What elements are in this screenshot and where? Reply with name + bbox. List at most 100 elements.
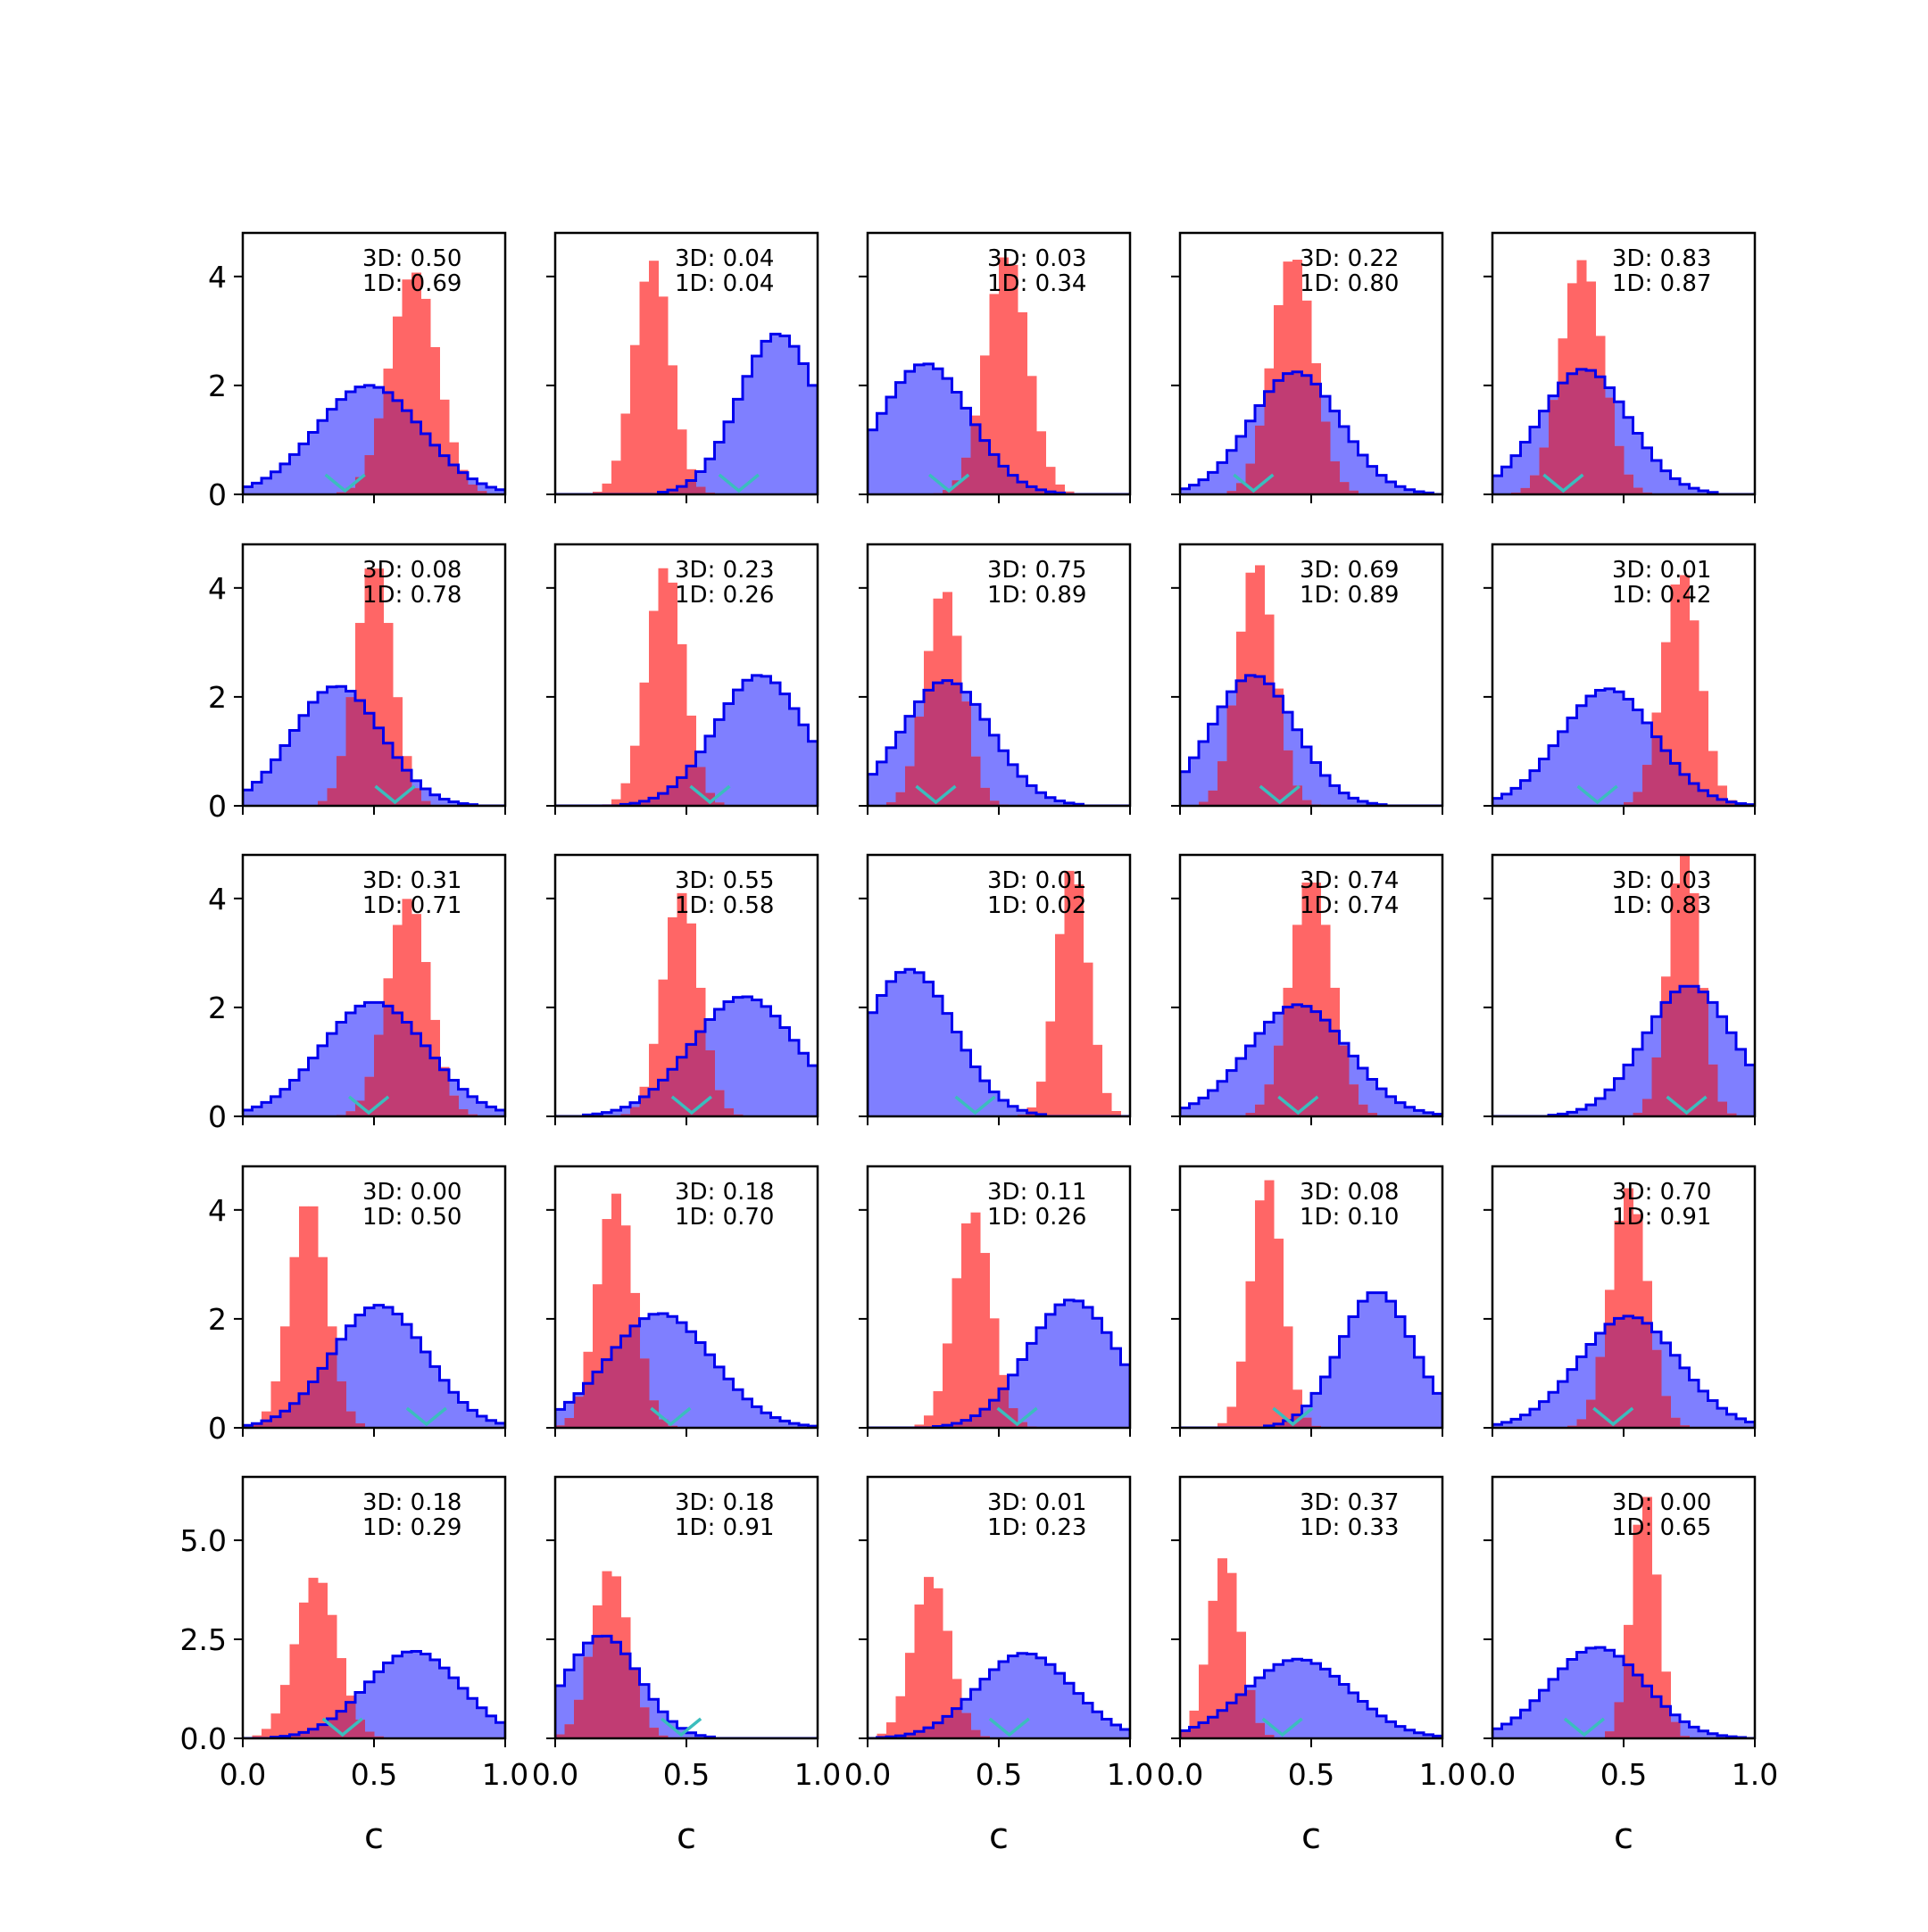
overlap-bar [1283, 1420, 1293, 1428]
x-axis-label: c [989, 1816, 1009, 1857]
wide-bar [877, 413, 887, 494]
overlap-bar [280, 1411, 290, 1428]
wide-bar [1699, 491, 1708, 494]
overlap-bar [611, 1347, 621, 1428]
wide-bar [714, 719, 725, 806]
wide-bar [449, 801, 459, 806]
wide-bar [1530, 427, 1540, 494]
narrow-bar [1026, 376, 1037, 494]
wide-bar [1492, 476, 1502, 494]
wide-bar [495, 1422, 505, 1428]
overlap-bar [639, 1358, 650, 1428]
wide-bar [808, 385, 818, 494]
wide-bar [1311, 762, 1321, 806]
wide-bar [808, 1066, 818, 1116]
wide-bar [770, 1016, 781, 1116]
overlap-bar [989, 454, 1000, 494]
y-tick-label: 2.5 [180, 1622, 227, 1657]
wide-bar [308, 702, 319, 806]
wide-bar [1567, 1369, 1577, 1428]
wide-bar [705, 459, 715, 494]
wide-bar [1101, 1332, 1112, 1428]
wide-bar [789, 1423, 800, 1428]
narrow-bar [1661, 1671, 1671, 1738]
annotation-3d: 3D: 0.00 [1612, 1489, 1711, 1516]
wide-bar [1745, 1065, 1755, 1116]
overlap-bar [602, 1636, 612, 1738]
wide-bar [270, 759, 281, 806]
x-tick-label: 1.0 [794, 1757, 841, 1792]
wide-bar [686, 1331, 696, 1428]
overlap-bar [449, 1095, 459, 1116]
annotation-3d: 3D: 0.01 [987, 867, 1086, 894]
narrow-bar [686, 715, 696, 806]
wide-bar [1339, 427, 1350, 494]
x-tick-label: 0.0 [1157, 1757, 1203, 1792]
overlap-bar [952, 1708, 962, 1738]
wide-bar [1245, 1045, 1256, 1116]
wide-bar [980, 1679, 990, 1738]
narrow-bar [668, 916, 677, 1116]
narrow-bar [1264, 1180, 1275, 1428]
marker-v [324, 473, 366, 493]
wide-bar [1424, 1112, 1434, 1116]
wide-bar [411, 1651, 421, 1738]
wide-bar [477, 1415, 487, 1428]
wide-bar [924, 363, 934, 494]
overlap-bar [895, 792, 906, 806]
narrow-bar [1217, 1422, 1227, 1428]
wide-bar [1586, 696, 1596, 806]
wide-bar [1283, 1660, 1293, 1738]
wide-outline [868, 1298, 1130, 1428]
overlap-bar [1567, 373, 1577, 494]
overlap-bar [262, 1421, 271, 1428]
annotation-1d: 1D: 0.65 [1612, 1514, 1711, 1541]
overlap-bar [649, 1089, 659, 1116]
overlap-bar [402, 1022, 412, 1116]
wide-bar [970, 704, 981, 806]
wide-outline [868, 1652, 1130, 1738]
wide-bar [1595, 690, 1606, 806]
narrow-bar [1055, 933, 1065, 1116]
plot-area [868, 1577, 1130, 1738]
wide-bar [1339, 1336, 1350, 1428]
wide-bar [495, 1722, 505, 1738]
wide-bar [1189, 1103, 1200, 1116]
overlap-bar [1558, 383, 1568, 494]
narrow-bar [402, 899, 412, 1116]
overlap-bar [970, 424, 981, 494]
plot-area [1492, 260, 1755, 494]
wide-bar [1055, 1673, 1065, 1738]
narrow-bar [658, 568, 669, 806]
overlap-bar [430, 444, 440, 494]
marker-v [1576, 784, 1618, 805]
annotation-1d: 1D: 0.23 [987, 1514, 1086, 1541]
wide-bar [905, 716, 915, 806]
wide-outline [243, 684, 505, 806]
wide-bar [1036, 1327, 1046, 1428]
y-tick-label: 2 [208, 991, 227, 1025]
wide-bar [1736, 1418, 1746, 1428]
wide-bar [430, 1366, 440, 1428]
wide-bar [1492, 1424, 1502, 1428]
narrow-bar [289, 1256, 300, 1428]
wide-bar [1120, 1729, 1130, 1738]
wide-bar [318, 1045, 328, 1116]
wide-outline [555, 332, 818, 494]
overlap-bar [458, 1109, 469, 1116]
overlap-bar [1255, 1722, 1265, 1738]
narrow-bar [914, 1424, 925, 1428]
wide-bar [1330, 1357, 1340, 1428]
wide-bar [1064, 1299, 1075, 1428]
y-tick-label: 2 [208, 369, 227, 403]
narrow-bar [411, 914, 421, 1116]
wide-bar [299, 444, 309, 494]
wide-bar [933, 369, 943, 494]
annotation-3d: 3D: 0.18 [362, 1489, 461, 1516]
overlap-bar [1576, 369, 1587, 494]
overlap-bar [886, 801, 896, 806]
wide-bar [345, 1012, 356, 1116]
